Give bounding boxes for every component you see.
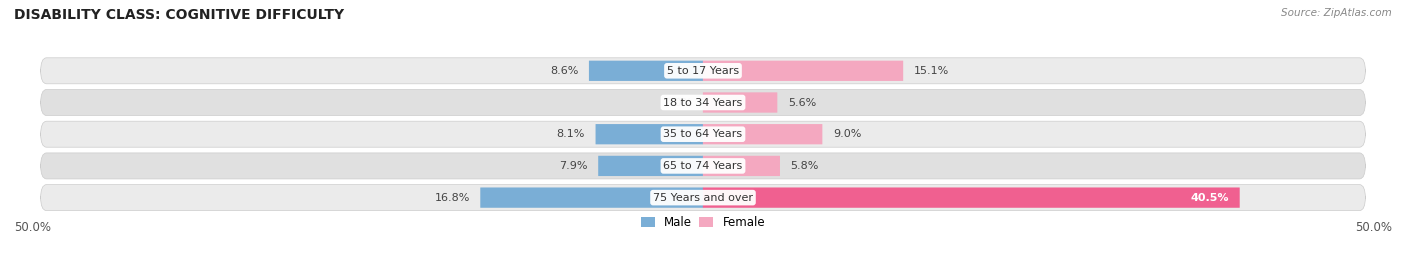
FancyBboxPatch shape xyxy=(703,124,823,144)
FancyBboxPatch shape xyxy=(703,156,780,176)
FancyBboxPatch shape xyxy=(598,156,703,176)
FancyBboxPatch shape xyxy=(703,61,903,81)
Text: 75 Years and over: 75 Years and over xyxy=(652,193,754,202)
Text: 5.6%: 5.6% xyxy=(787,97,815,107)
FancyBboxPatch shape xyxy=(41,121,1365,147)
Text: 50.0%: 50.0% xyxy=(1355,221,1392,234)
FancyBboxPatch shape xyxy=(41,58,1365,84)
Text: 16.8%: 16.8% xyxy=(434,193,470,202)
FancyBboxPatch shape xyxy=(41,185,1365,211)
FancyBboxPatch shape xyxy=(41,89,1365,116)
Text: 0.0%: 0.0% xyxy=(664,97,692,107)
Text: 9.0%: 9.0% xyxy=(832,129,862,139)
FancyBboxPatch shape xyxy=(481,187,703,208)
Text: 18 to 34 Years: 18 to 34 Years xyxy=(664,97,742,107)
Text: DISABILITY CLASS: COGNITIVE DIFFICULTY: DISABILITY CLASS: COGNITIVE DIFFICULTY xyxy=(14,8,344,22)
Text: 65 to 74 Years: 65 to 74 Years xyxy=(664,161,742,171)
Text: 50.0%: 50.0% xyxy=(14,221,51,234)
Legend: Male, Female: Male, Female xyxy=(641,216,765,229)
Text: 8.6%: 8.6% xyxy=(550,66,578,76)
FancyBboxPatch shape xyxy=(589,61,703,81)
Text: 5 to 17 Years: 5 to 17 Years xyxy=(666,66,740,76)
Text: 15.1%: 15.1% xyxy=(914,66,949,76)
FancyBboxPatch shape xyxy=(41,153,1365,179)
Text: Source: ZipAtlas.com: Source: ZipAtlas.com xyxy=(1281,8,1392,18)
FancyBboxPatch shape xyxy=(596,124,703,144)
Text: 35 to 64 Years: 35 to 64 Years xyxy=(664,129,742,139)
FancyBboxPatch shape xyxy=(703,92,778,113)
FancyBboxPatch shape xyxy=(703,187,1240,208)
Text: 5.8%: 5.8% xyxy=(790,161,818,171)
Text: 7.9%: 7.9% xyxy=(560,161,588,171)
Text: 8.1%: 8.1% xyxy=(557,129,585,139)
Text: 40.5%: 40.5% xyxy=(1191,193,1229,202)
